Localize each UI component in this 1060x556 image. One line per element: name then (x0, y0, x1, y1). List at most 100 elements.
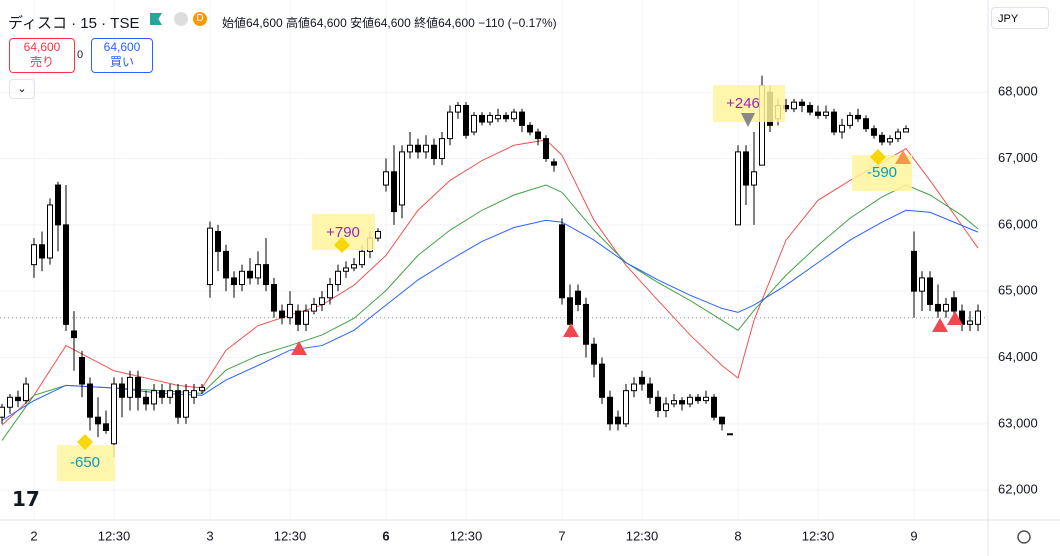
settings-icon[interactable] (1017, 530, 1031, 544)
candle-body (407, 144, 413, 153)
candle-body (199, 386, 205, 392)
sell-label: 売り (29, 55, 54, 69)
flag-icon[interactable] (150, 13, 162, 25)
signal-diamond (77, 434, 93, 450)
candle-body (463, 104, 469, 136)
candle-body (711, 396, 717, 418)
candle-body (255, 264, 261, 279)
candle-body (343, 267, 349, 272)
x-tick-label: 12:30 (802, 528, 835, 543)
candle-body (831, 111, 837, 133)
candle-body (655, 396, 661, 412)
candle-body (823, 111, 829, 116)
ohlc: 始値64,600 高値64,600 安値64,600 終値64,600 −110… (222, 16, 557, 30)
candle-body (839, 124, 845, 133)
annotations: +790 -650 +246 -590 (57, 85, 963, 481)
candle-body (799, 101, 805, 106)
x-tick-label: 12:30 (626, 528, 659, 543)
candle-body (807, 104, 813, 113)
candle-body (647, 383, 653, 398)
candle-body (679, 400, 685, 405)
candle-body (719, 416, 725, 425)
candle-body (695, 396, 701, 402)
candle-body (503, 114, 509, 120)
candle-body (263, 264, 269, 286)
x-tick-label: 12:30 (98, 528, 131, 543)
candle-body (423, 144, 429, 153)
candle-body (55, 184, 61, 226)
candle-body (335, 270, 341, 286)
signal-triangle (563, 323, 579, 337)
y-tick-label: 65,000 (998, 283, 1038, 298)
candle-body (431, 144, 437, 160)
x-tick-label: 2 (30, 528, 37, 543)
candle-body (287, 303, 293, 319)
buy-button[interactable]: 64,600 買い (91, 38, 153, 73)
currency-button[interactable]: JPY (991, 7, 1049, 29)
buy-label: 買い (109, 55, 134, 69)
candle-body (471, 114, 477, 133)
spread: 0 (77, 49, 84, 61)
candle-body (639, 376, 645, 385)
sell-button[interactable]: 64,600 売り (9, 38, 75, 73)
candle-body (623, 390, 629, 425)
candle-body (175, 390, 181, 418)
candle-body (975, 310, 981, 325)
candle-body (319, 297, 325, 305)
candle-body (903, 128, 909, 133)
candle-body (703, 396, 709, 402)
candle-body (687, 396, 693, 405)
candle-body (743, 151, 749, 186)
candle-body (535, 131, 541, 140)
candle-body (375, 230, 381, 239)
candle-body (575, 290, 581, 305)
moving-average (1, 209, 979, 421)
x-tick-label: 9 (910, 528, 917, 543)
buy-price: 64,600 (103, 40, 141, 54)
x-tick-label: 6 (382, 528, 389, 543)
candle-body (871, 128, 877, 136)
delay-icon: D (193, 12, 207, 26)
moving-average (1, 184, 979, 441)
candle-body (615, 416, 621, 425)
candle-body (591, 343, 597, 365)
candle-body (935, 303, 941, 312)
candle-body (879, 134, 885, 143)
candle-body (487, 114, 493, 123)
candle-body (511, 111, 517, 120)
collapse-button[interactable]: ⌄ (9, 79, 35, 99)
signal-triangle (947, 311, 963, 325)
y-tick-label: 63,000 (998, 415, 1038, 430)
signal-triangle (741, 113, 755, 127)
annotation: -650 (70, 454, 100, 471)
candle-body (519, 111, 525, 126)
candle-body (119, 383, 125, 398)
x-tick-label: 8 (734, 528, 741, 543)
candle-body (159, 390, 165, 398)
y-tick-label: 62,000 (998, 482, 1038, 497)
candle-body (527, 124, 533, 133)
y-tick-label: 68,000 (998, 84, 1038, 99)
annotation: +246 (726, 95, 760, 112)
candle-body (447, 111, 453, 140)
candle-body (295, 310, 301, 325)
annotation: -590 (867, 164, 897, 181)
signal-diamond (334, 237, 350, 253)
candle-body (279, 310, 285, 319)
annotation-box (57, 445, 115, 481)
candle-body (23, 383, 29, 402)
candle-body (311, 303, 317, 312)
signal-triangle (895, 150, 911, 164)
candle-body (135, 376, 141, 398)
candle-body (911, 250, 917, 292)
candle-body (143, 396, 149, 405)
symbol-title: ディスコ · 15 · TSE (8, 15, 140, 32)
candle-body (391, 171, 397, 213)
candle-body (359, 250, 365, 266)
candle-body (79, 357, 85, 385)
candle-body (967, 320, 973, 325)
candle-body (607, 396, 613, 425)
signal-triangle (291, 341, 307, 355)
